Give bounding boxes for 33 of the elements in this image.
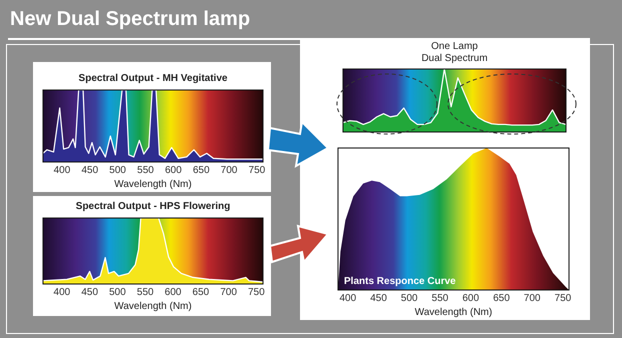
x-tick-label: 500 xyxy=(400,292,418,304)
chart-title: Spectral Output - MH Vegitative xyxy=(78,72,228,84)
text: New Dual Spectrum lamp xyxy=(9,7,252,32)
x-tick-label: 600 xyxy=(164,286,182,298)
x-tick-label: 500 xyxy=(109,286,126,298)
x-tick-label: 700 xyxy=(220,164,238,176)
x-tick-label: 500 xyxy=(109,164,126,176)
x-tick-label: 600 xyxy=(462,292,480,304)
x-tick-label: 750 xyxy=(554,292,572,304)
x-tick-label: 700 xyxy=(524,292,541,304)
x-axis-title: Wavelength (Nm) xyxy=(114,300,192,312)
x-tick-label: 750 xyxy=(248,286,266,298)
x-tick-label: 550 xyxy=(432,292,449,304)
x-tick-label: 450 xyxy=(81,286,98,298)
x-tick-label: 650 xyxy=(192,286,210,298)
x-tick-label: 400 xyxy=(339,292,357,304)
x-axis-title: Wavelength (Nm) xyxy=(414,306,492,318)
x-tick-label: 400 xyxy=(54,164,71,176)
x-axis-title: Wavelength (Nm) xyxy=(114,178,192,190)
x-tick-label: 550 xyxy=(136,286,154,298)
annotation: Plants Responce Curve xyxy=(344,276,456,287)
chart-subtitle: Dual Spectrum xyxy=(421,52,488,64)
x-tick-label: 750 xyxy=(248,164,266,176)
chart-title: Spectral Output - HPS Flowering xyxy=(76,200,230,212)
x-tick-label: 700 xyxy=(220,286,238,298)
x-tick-label: 650 xyxy=(493,292,510,304)
x-tick-label: 550 xyxy=(137,164,154,176)
x-tick-label: 650 xyxy=(192,164,210,176)
x-tick-label: 600 xyxy=(164,164,182,176)
x-tick-label: 450 xyxy=(81,164,99,176)
x-tick-label: 400 xyxy=(54,286,71,298)
x-tick-label: 450 xyxy=(370,292,388,304)
chart-title: One Lamp xyxy=(431,40,478,52)
